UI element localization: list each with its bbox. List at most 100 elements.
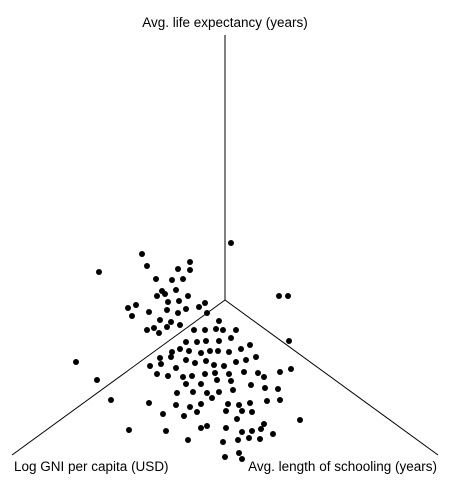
data-point — [139, 251, 145, 257]
data-point — [236, 402, 242, 408]
data-point — [154, 293, 160, 299]
data-point — [261, 374, 267, 380]
axis-gni — [11, 299, 226, 456]
data-point — [164, 307, 170, 313]
data-point — [168, 319, 174, 325]
data-point — [180, 276, 186, 282]
data-point — [262, 385, 268, 391]
axis-label-life-expectancy: Avg. life expectancy (years) — [142, 15, 308, 30]
axis-schooling — [224, 299, 439, 456]
data-point — [153, 276, 159, 282]
data-point — [133, 302, 139, 308]
axis-label-gni: Log GNI per capita (USD) — [14, 459, 169, 474]
data-point — [216, 338, 222, 344]
data-point — [175, 310, 181, 316]
data-point — [238, 346, 244, 352]
data-point — [162, 291, 168, 297]
data-point — [187, 267, 193, 273]
data-point — [183, 339, 189, 345]
data-point — [230, 387, 236, 393]
data-point — [223, 408, 229, 414]
data-point — [169, 277, 175, 283]
data-point — [241, 369, 247, 375]
data-point — [213, 326, 219, 332]
data-point — [144, 327, 150, 333]
data-point — [246, 435, 252, 441]
data-point — [198, 425, 204, 431]
data-point — [186, 348, 192, 354]
data-point — [297, 417, 303, 423]
data-point — [235, 437, 241, 443]
data-point — [196, 304, 202, 310]
data-point — [168, 354, 174, 360]
data-point — [187, 259, 193, 265]
data-point — [177, 322, 183, 328]
data-point — [261, 421, 267, 427]
data-point — [277, 397, 283, 403]
data-point — [198, 350, 204, 356]
data-point — [216, 389, 222, 395]
data-point — [163, 428, 169, 434]
data-point — [202, 300, 208, 306]
data-points — [73, 240, 303, 462]
data-point — [125, 305, 131, 311]
data-point — [212, 370, 218, 376]
data-point — [276, 293, 282, 299]
data-point — [194, 409, 200, 415]
data-point — [257, 436, 263, 442]
data-point — [73, 359, 79, 365]
data-point — [177, 346, 183, 352]
data-point — [165, 299, 171, 305]
data-point — [285, 293, 291, 299]
data-point — [192, 360, 198, 366]
data-point — [198, 381, 204, 387]
data-point — [183, 381, 189, 387]
data-point — [225, 401, 231, 407]
data-point — [228, 335, 234, 341]
data-point — [183, 306, 189, 312]
data-point — [185, 437, 191, 443]
data-point — [191, 327, 197, 333]
data-point — [211, 362, 217, 368]
data-point — [156, 330, 162, 336]
data-point — [223, 425, 229, 431]
data-point — [222, 454, 228, 460]
data-point — [173, 365, 179, 371]
data-point — [239, 456, 245, 462]
data-point — [226, 349, 232, 355]
data-point — [286, 338, 292, 344]
data-point — [248, 382, 254, 388]
data-point — [239, 429, 245, 435]
data-point — [220, 439, 226, 445]
data-point — [202, 327, 208, 333]
data-point — [258, 426, 264, 432]
data-point — [96, 269, 102, 275]
data-point — [174, 390, 180, 396]
data-point — [249, 428, 255, 434]
data-point — [264, 398, 270, 404]
data-point — [190, 389, 196, 395]
data-point — [157, 317, 163, 323]
data-point — [94, 377, 100, 383]
data-point — [202, 371, 208, 377]
data-point — [226, 371, 232, 377]
data-point — [181, 413, 187, 419]
data-point — [228, 378, 234, 384]
data-point — [176, 298, 182, 304]
data-point — [214, 377, 220, 383]
data-point — [209, 395, 215, 401]
data-point — [243, 357, 249, 363]
data-point — [189, 373, 195, 379]
data-point — [277, 369, 283, 375]
data-point — [108, 397, 114, 403]
data-point — [180, 374, 186, 380]
data-point — [275, 386, 281, 392]
axis-label-schooling: Avg. length of schooling (years) — [248, 459, 437, 474]
data-point — [144, 263, 150, 269]
data-point — [247, 400, 253, 406]
data-point — [154, 371, 160, 377]
data-point — [204, 310, 210, 316]
data-point — [270, 431, 276, 437]
data-point — [187, 404, 193, 410]
